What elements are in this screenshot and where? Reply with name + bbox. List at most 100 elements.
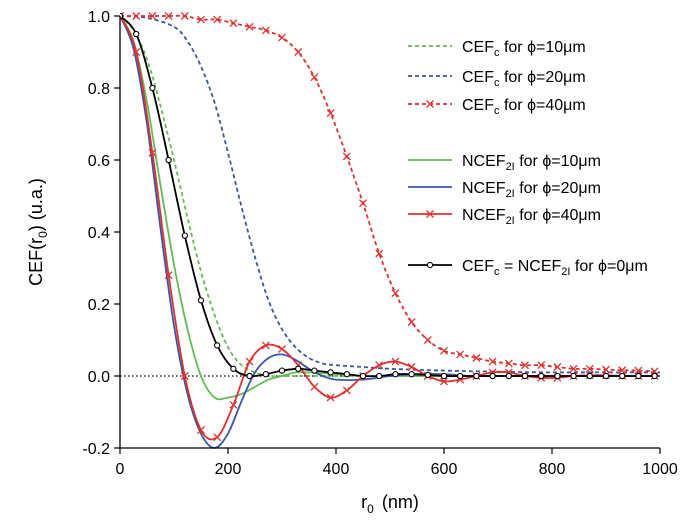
x-tick-label: 0 xyxy=(116,461,125,478)
data-point-cefc40 xyxy=(294,48,303,56)
data-point-ncef40 xyxy=(132,48,141,56)
data-point-cef0 xyxy=(424,371,431,379)
data-point-cefc40 xyxy=(488,357,497,366)
data-point-cef0 xyxy=(554,372,561,380)
data-point-ncef40 xyxy=(440,377,448,386)
data-point-cef0 xyxy=(311,367,318,374)
data-point-cefc40 xyxy=(407,318,416,326)
data-point-ncef40 xyxy=(407,363,416,371)
data-point-cef0 xyxy=(295,365,302,372)
data-point-cef0 xyxy=(586,372,593,380)
legend-item-ncef40: NCEF2I for ϕ=40μm xyxy=(408,207,601,227)
legend-marker-cef0 xyxy=(426,261,434,269)
data-point-cef0 xyxy=(214,342,221,349)
y-axis-ticks: -0.2 0.0 0.2 0.4 0.6 0.8 1.0 xyxy=(82,9,120,458)
x-axis-ticks: 0 200 400 600 800 1000 xyxy=(116,448,678,478)
data-point-cef0 xyxy=(602,372,610,380)
legend-item-ncef10: NCEF2I for ϕ=10μm xyxy=(408,153,601,173)
legend-label-cefc20: CEFc for ϕ=20μm xyxy=(462,69,586,89)
data-point-cefc40 xyxy=(148,12,157,20)
data-point-cef0 xyxy=(181,232,188,239)
data-point-cef0 xyxy=(262,371,269,378)
data-point-cef0 xyxy=(457,372,464,380)
y-tick-label: 0.0 xyxy=(88,369,110,386)
data-point-cefc40 xyxy=(359,199,367,208)
legend-marker-cefc40 xyxy=(426,100,434,108)
legend-item-ncef20: NCEF2I for ϕ=20μm xyxy=(408,180,601,200)
data-point-cef0 xyxy=(197,297,205,304)
data-point-cefc40 xyxy=(132,12,141,20)
data-point-cef0 xyxy=(489,372,496,380)
y-tick-label: 0.8 xyxy=(88,81,110,98)
legend-item-cefc10: CEFc for ϕ=10μm xyxy=(408,39,586,59)
data-point-ncef40 xyxy=(197,426,205,434)
data-point-cefc40 xyxy=(375,249,384,258)
data-point-cefc40 xyxy=(180,12,189,20)
data-point-cef0 xyxy=(619,372,626,380)
data-point-ncef40 xyxy=(164,271,173,280)
data-point-cefc40 xyxy=(440,346,448,355)
data-point-cef0 xyxy=(376,372,383,380)
data-point-cef0 xyxy=(392,371,399,378)
legend-item-cef0: CEFc = NCEF2I for ϕ=0μm xyxy=(408,258,648,278)
data-point-cefc40 xyxy=(504,359,513,368)
legend-item-cefc20: CEFc for ϕ=20μm xyxy=(408,69,586,89)
legend-item-cefc40: CEFc for ϕ=40μm xyxy=(408,97,586,117)
data-point-cefc40 xyxy=(585,364,594,373)
data-point-ncef40 xyxy=(213,433,222,442)
series-layer xyxy=(120,12,660,449)
series-line-cefc40 xyxy=(120,14,655,373)
y-axis-title: CEF(r0) (u.a.) xyxy=(26,178,50,286)
y-tick-label: 0.6 xyxy=(88,153,110,170)
x-tick-label: 200 xyxy=(215,461,242,478)
series-cefc20 xyxy=(120,15,660,374)
y-tick-label: 0.2 xyxy=(88,297,110,314)
data-point-cef0 xyxy=(359,372,367,380)
data-point-cefc40 xyxy=(602,365,610,374)
y-tick-label: -0.2 xyxy=(82,441,110,458)
data-point-cef0 xyxy=(246,372,253,380)
data-point-ncef40 xyxy=(375,361,384,370)
data-point-cefc40 xyxy=(229,19,238,28)
data-point-cef0 xyxy=(343,371,350,378)
data-point-cefc40 xyxy=(342,152,351,161)
legend: CEFc for ϕ=10μm CEFc for ϕ=20μm CEFc for ϕ… xyxy=(408,39,648,278)
x-tick-label: 600 xyxy=(431,461,458,478)
y-tick-label: 0.4 xyxy=(88,225,110,242)
data-point-cefc40 xyxy=(261,26,270,35)
data-point-cef0 xyxy=(440,372,448,380)
legend-marker-ncef40 xyxy=(426,210,434,218)
data-point-cef0 xyxy=(230,365,237,372)
data-point-cefc40 xyxy=(213,15,222,24)
data-point-cef0 xyxy=(149,84,156,92)
data-point-cef0 xyxy=(651,372,658,380)
data-point-cefc40 xyxy=(391,289,400,298)
data-point-ncef40 xyxy=(180,372,189,380)
data-point-cef0 xyxy=(505,372,512,380)
legend-label-ncef40: NCEF2I for ϕ=40μm xyxy=(462,207,601,227)
series-line-cef0 xyxy=(120,15,655,378)
data-point-cefc40 xyxy=(618,366,627,375)
data-point-ncef40 xyxy=(391,357,400,366)
data-point-cef0 xyxy=(408,371,415,378)
series-cef0 xyxy=(120,12,658,380)
data-point-ncef40 xyxy=(261,341,270,350)
legend-label-cef0: CEFc = NCEF2I for ϕ=0μm xyxy=(462,258,648,278)
legend-label-cefc10: CEFc for ϕ=10μm xyxy=(462,39,586,59)
legend-label-ncef10: NCEF2I for ϕ=10μm xyxy=(462,153,601,173)
legend-label-ncef20: NCEF2I for ϕ=20μm xyxy=(462,180,601,200)
data-point-cef0 xyxy=(521,372,529,380)
data-point-cefc40 xyxy=(423,336,432,344)
data-point-ncef40 xyxy=(245,357,254,366)
data-point-cefc40 xyxy=(310,73,319,82)
data-point-ncef40 xyxy=(342,386,351,395)
data-point-cef0 xyxy=(473,372,480,380)
data-point-cefc40 xyxy=(326,109,335,118)
data-point-cefc40 xyxy=(537,361,546,370)
data-point-ncef40 xyxy=(310,382,319,391)
x-axis-title: r0 (nm) xyxy=(361,492,419,516)
data-point-cef0 xyxy=(570,372,577,380)
data-point-cefc40 xyxy=(521,361,529,370)
data-point-cefc40 xyxy=(245,22,254,31)
